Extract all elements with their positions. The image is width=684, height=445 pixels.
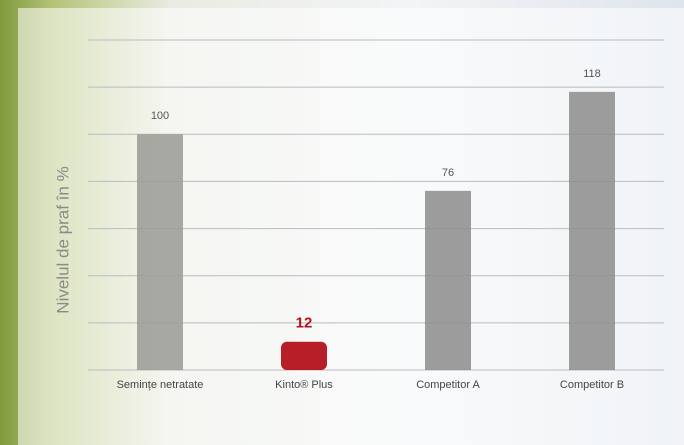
value-label: 76: [442, 167, 454, 179]
bar: [281, 341, 327, 370]
x-tick-label: Competitor B: [560, 379, 624, 391]
bar: [569, 91, 615, 370]
x-tick-label: Kinto® Plus: [275, 379, 333, 391]
value-label: 100: [151, 110, 169, 122]
bar: [137, 134, 183, 370]
bar: [425, 190, 471, 370]
x-tick-label: Semințe netratate: [117, 379, 204, 391]
x-tick-label: Competitor A: [416, 379, 480, 391]
y-axis-label: Nivelul de praf în %: [53, 166, 72, 313]
value-label: 12: [296, 315, 313, 332]
value-label: 118: [583, 68, 601, 80]
